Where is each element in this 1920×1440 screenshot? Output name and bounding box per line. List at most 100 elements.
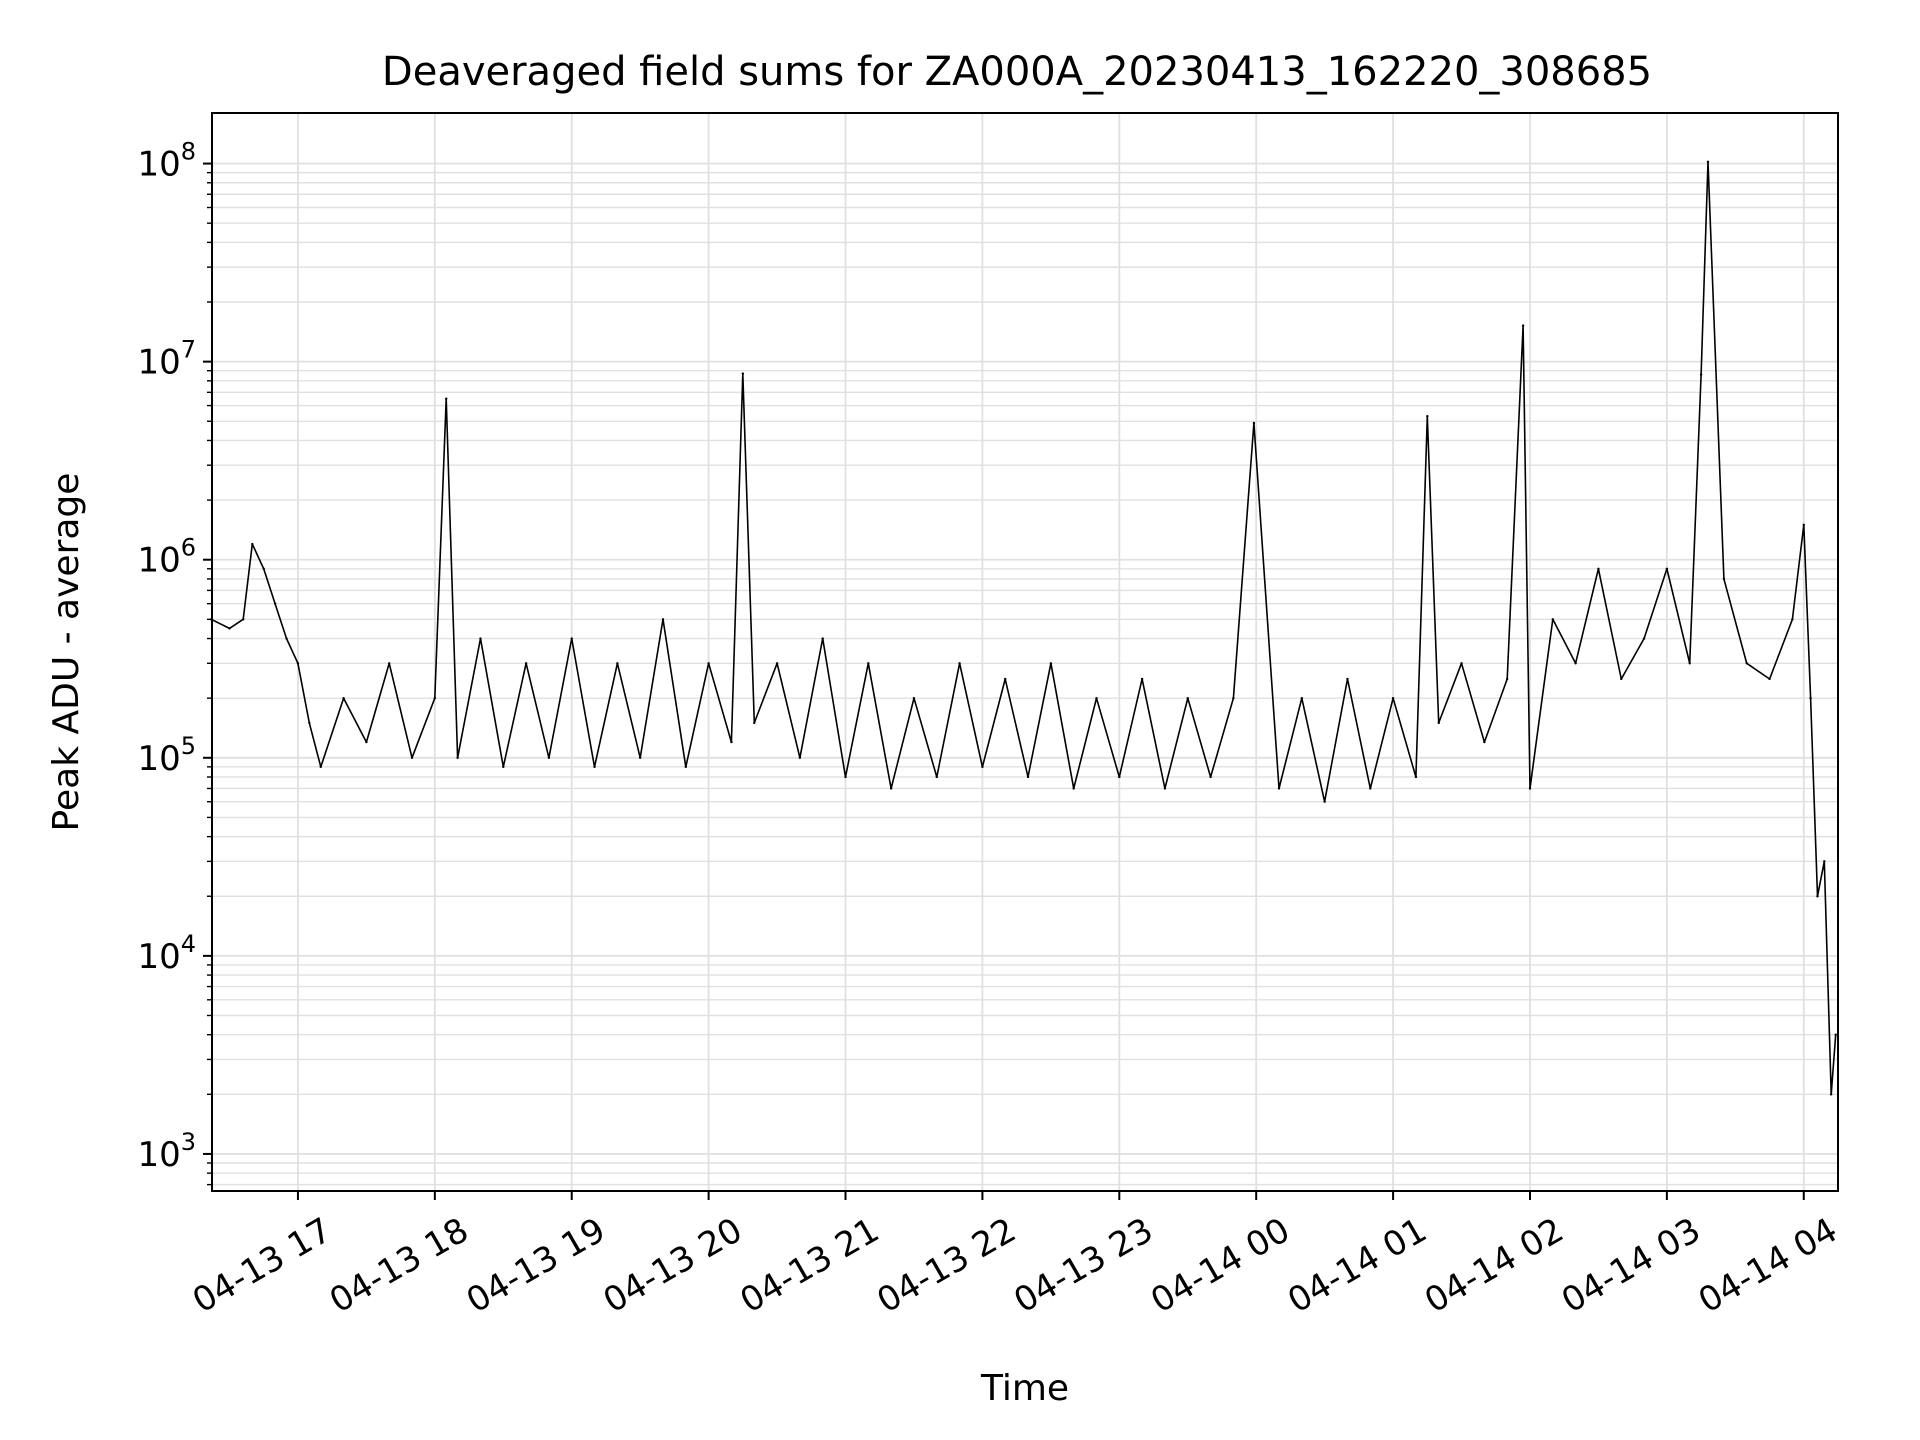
data-point xyxy=(1209,775,1212,779)
grid-lines xyxy=(212,113,1838,1191)
data-point xyxy=(1688,662,1691,665)
data-point xyxy=(1528,787,1532,790)
data-point xyxy=(867,662,870,665)
data-point xyxy=(1521,324,1525,327)
data-point xyxy=(228,627,231,630)
data-point xyxy=(262,567,265,570)
data-point xyxy=(1791,618,1794,621)
data-point xyxy=(1460,662,1463,665)
data-point xyxy=(410,756,414,759)
y-tick-exponent: 7 xyxy=(181,336,196,364)
data-point xyxy=(638,756,642,759)
data-point xyxy=(1802,523,1805,527)
data-point xyxy=(1252,421,1256,425)
data-point xyxy=(388,662,391,665)
data-point xyxy=(1300,696,1304,700)
y-tick-exponent: 4 xyxy=(181,930,196,958)
data-point xyxy=(1118,775,1121,779)
data-point xyxy=(935,775,938,779)
data-point xyxy=(1426,415,1429,418)
data-point xyxy=(661,618,665,621)
data-point xyxy=(1004,677,1007,681)
data-point xyxy=(912,696,916,700)
data-point xyxy=(285,637,288,640)
y-tick-label: 106 xyxy=(137,534,196,581)
data-point xyxy=(1706,160,1710,164)
y-tick-label: 108 xyxy=(137,138,196,185)
data-point xyxy=(1722,577,1726,581)
data-point xyxy=(1816,895,1819,898)
data-point xyxy=(1483,740,1486,744)
data-point xyxy=(1163,787,1167,790)
data-point xyxy=(1391,696,1395,700)
data-point xyxy=(616,662,619,665)
data-point xyxy=(1574,662,1577,665)
data-point xyxy=(570,637,573,640)
data-point xyxy=(1072,787,1075,790)
data-point xyxy=(1026,775,1030,779)
data-point xyxy=(1823,860,1826,863)
y-tick-exponent: 3 xyxy=(181,1128,196,1156)
data-point xyxy=(433,696,437,700)
data-point xyxy=(456,756,459,759)
data-point xyxy=(1551,618,1555,621)
data-point xyxy=(775,662,779,665)
data-point xyxy=(1597,567,1600,570)
series-line xyxy=(210,161,1837,1096)
y-tick-label: 104 xyxy=(137,930,196,977)
data-point xyxy=(821,637,824,640)
data-point xyxy=(342,696,345,700)
data-point xyxy=(958,662,961,665)
data-point xyxy=(1346,677,1349,681)
y-tick-base: 10 xyxy=(137,145,180,185)
data-point xyxy=(741,372,745,375)
data-point xyxy=(251,542,254,546)
data-point xyxy=(707,662,710,665)
data-point xyxy=(1699,373,1703,376)
y-tick-label: 103 xyxy=(137,1128,196,1175)
data-point xyxy=(684,765,688,769)
data-point xyxy=(502,765,505,769)
y-tick-base: 10 xyxy=(137,541,180,581)
data-point xyxy=(1049,662,1053,665)
data-point xyxy=(1437,721,1440,725)
data-point xyxy=(1809,696,1812,700)
data-point xyxy=(365,740,368,744)
chart-title: Deaveraged field sums for ZA000A_2023041… xyxy=(382,49,1652,95)
y-tick-base: 10 xyxy=(137,739,180,779)
data-point xyxy=(296,662,300,665)
data-point xyxy=(593,765,596,769)
data-point xyxy=(1829,1093,1833,1096)
data-point xyxy=(524,662,528,665)
data-point xyxy=(273,602,277,605)
data-point xyxy=(1505,677,1509,681)
data-point xyxy=(1323,800,1326,803)
data-point xyxy=(753,721,756,725)
data-point xyxy=(1642,637,1646,640)
data-point xyxy=(1232,696,1235,700)
y-axis-label: Peak ADU - average xyxy=(46,473,87,832)
data-point xyxy=(1369,787,1372,790)
data-point xyxy=(844,775,847,779)
data-point xyxy=(547,756,551,759)
y-tick-exponent: 5 xyxy=(181,732,196,760)
data-point xyxy=(1277,787,1281,790)
data-point xyxy=(889,787,893,790)
plot-frame xyxy=(211,112,1839,1192)
data-point xyxy=(798,756,802,759)
series-layer xyxy=(210,160,1837,1096)
data-point xyxy=(1095,696,1098,700)
data-point xyxy=(1768,677,1771,681)
y-tick-base: 10 xyxy=(137,1135,180,1175)
x-axis-label: Time xyxy=(980,1368,1069,1409)
data-point xyxy=(319,765,322,769)
data-point xyxy=(1665,567,1669,570)
y-tick-label: 105 xyxy=(137,732,196,779)
data-point xyxy=(445,397,448,400)
data-point xyxy=(730,740,733,744)
data-point xyxy=(241,618,245,621)
data-point xyxy=(1834,1033,1837,1036)
